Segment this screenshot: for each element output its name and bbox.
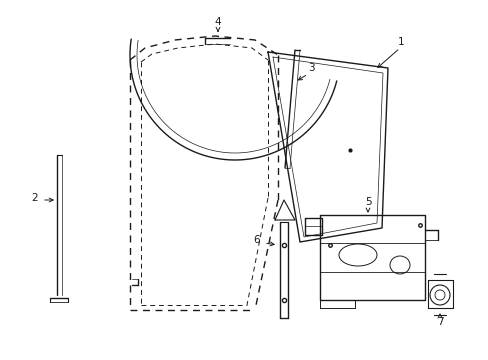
Text: 4: 4 [214,17,221,27]
Text: 1: 1 [397,37,404,47]
Text: 2: 2 [31,193,38,203]
Text: 3: 3 [307,63,314,73]
Text: 5: 5 [364,197,370,207]
Text: 6: 6 [253,235,260,245]
Text: 7: 7 [436,317,443,327]
